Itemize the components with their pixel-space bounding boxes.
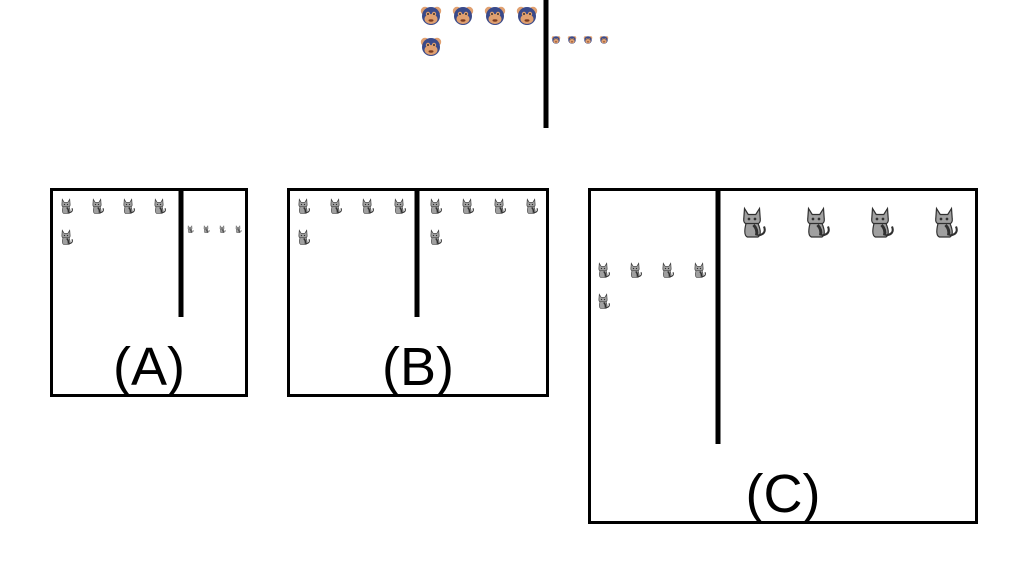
cat-icon — [330, 198, 343, 215]
cat-icon — [694, 262, 707, 279]
cat-icon — [187, 225, 194, 234]
cat-icon — [298, 198, 311, 215]
monkey-icon — [551, 36, 561, 44]
cat-icon — [494, 198, 507, 215]
monkey-icon — [567, 36, 577, 44]
monkey-icon — [420, 37, 442, 56]
cat-icon — [154, 198, 167, 215]
cat-icon — [394, 198, 407, 215]
choice-c-label: (C) — [746, 464, 821, 524]
choice-a-right-group — [187, 225, 242, 234]
cat-icon — [362, 198, 375, 215]
choice-c[interactable]: (C) — [588, 188, 978, 524]
choice-a-frame — [50, 188, 248, 397]
cat-icon — [462, 198, 475, 215]
choice-a-label: (A) — [113, 337, 185, 397]
cat-icon — [235, 225, 242, 234]
choice-c-left-group — [598, 262, 707, 310]
cat-icon — [598, 293, 611, 310]
cat-icon — [870, 207, 895, 239]
monkey-icon — [516, 6, 538, 26]
cat-icon — [61, 198, 74, 215]
cat-icon — [219, 225, 226, 234]
monkey-icon — [484, 6, 506, 26]
cat-icon — [934, 207, 959, 239]
cat-icon — [61, 229, 74, 246]
cat-icon — [430, 198, 443, 215]
choice-c-frame — [588, 188, 978, 524]
cat-icon — [630, 262, 643, 279]
prompt-left-group — [420, 6, 538, 56]
cat-icon — [92, 198, 105, 215]
prompt-pair — [420, 0, 609, 128]
choice-b-left-group — [298, 198, 407, 246]
cat-icon — [742, 207, 767, 239]
cat-icon — [203, 225, 210, 234]
cat-icon — [430, 229, 443, 246]
choice-c-right-group — [742, 207, 959, 239]
choice-b[interactable]: (B) — [287, 188, 549, 397]
choice-b-label: (B) — [382, 337, 454, 397]
cat-icon — [526, 198, 539, 215]
cat-icon — [123, 198, 136, 215]
monkey-icon — [599, 36, 609, 44]
choice-a-left-group — [61, 198, 167, 246]
cat-icon — [598, 262, 611, 279]
monkey-icon — [583, 36, 593, 44]
monkey-icon — [420, 6, 442, 26]
choice-b-right-group — [430, 198, 539, 246]
prompt-right-group — [551, 36, 609, 44]
cat-icon — [806, 207, 831, 239]
cat-icon — [298, 229, 311, 246]
monkey-icon — [452, 6, 474, 26]
cat-icon — [662, 262, 675, 279]
choice-a[interactable]: (A) — [50, 188, 248, 397]
